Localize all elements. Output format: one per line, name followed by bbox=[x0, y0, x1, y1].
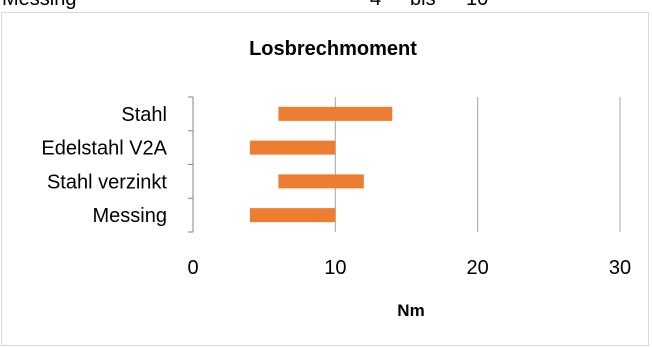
cell-bis: bis bbox=[410, 0, 436, 11]
cell-max-value: 10 bbox=[466, 0, 488, 11]
chart-area[interactable]: Losbrechmoment Stahl Edelstahl V2A Stahl v… bbox=[1, 12, 649, 346]
x-tick-label-30: 30 bbox=[609, 257, 631, 279]
category-label-1: Edelstahl V2A bbox=[41, 138, 167, 160]
x-tick-label-0: 0 bbox=[187, 257, 198, 279]
x-tick-label-10: 10 bbox=[324, 257, 346, 279]
category-label-0: Stahl bbox=[121, 104, 167, 126]
range-bar-2 bbox=[278, 174, 364, 189]
x-tick-label-20: 20 bbox=[467, 257, 489, 279]
bars bbox=[249, 106, 393, 223]
category-labels: Stahl Edelstahl V2A Stahl verzinkt Messing bbox=[41, 104, 167, 227]
range-bar-0 bbox=[278, 106, 393, 121]
x-axis-title: Nm bbox=[397, 301, 424, 320]
cell-material: Messing bbox=[2, 0, 76, 11]
spreadsheet-row-fragment: Messing 4 bis 10 bbox=[0, 0, 652, 11]
category-axis bbox=[188, 96, 194, 233]
chart-svg: Losbrechmoment Stahl Edelstahl V2A Stahl v… bbox=[41, 38, 631, 320]
category-label-3: Messing bbox=[93, 205, 167, 227]
range-bar-1 bbox=[249, 140, 336, 155]
chart-title: Losbrechmoment bbox=[249, 38, 417, 60]
category-label-2: Stahl verzinkt bbox=[47, 171, 167, 193]
x-tick-labels: 0 10 20 30 bbox=[187, 257, 631, 279]
range-bar-3 bbox=[249, 208, 336, 223]
cell-min-value: 4 bbox=[370, 0, 381, 11]
